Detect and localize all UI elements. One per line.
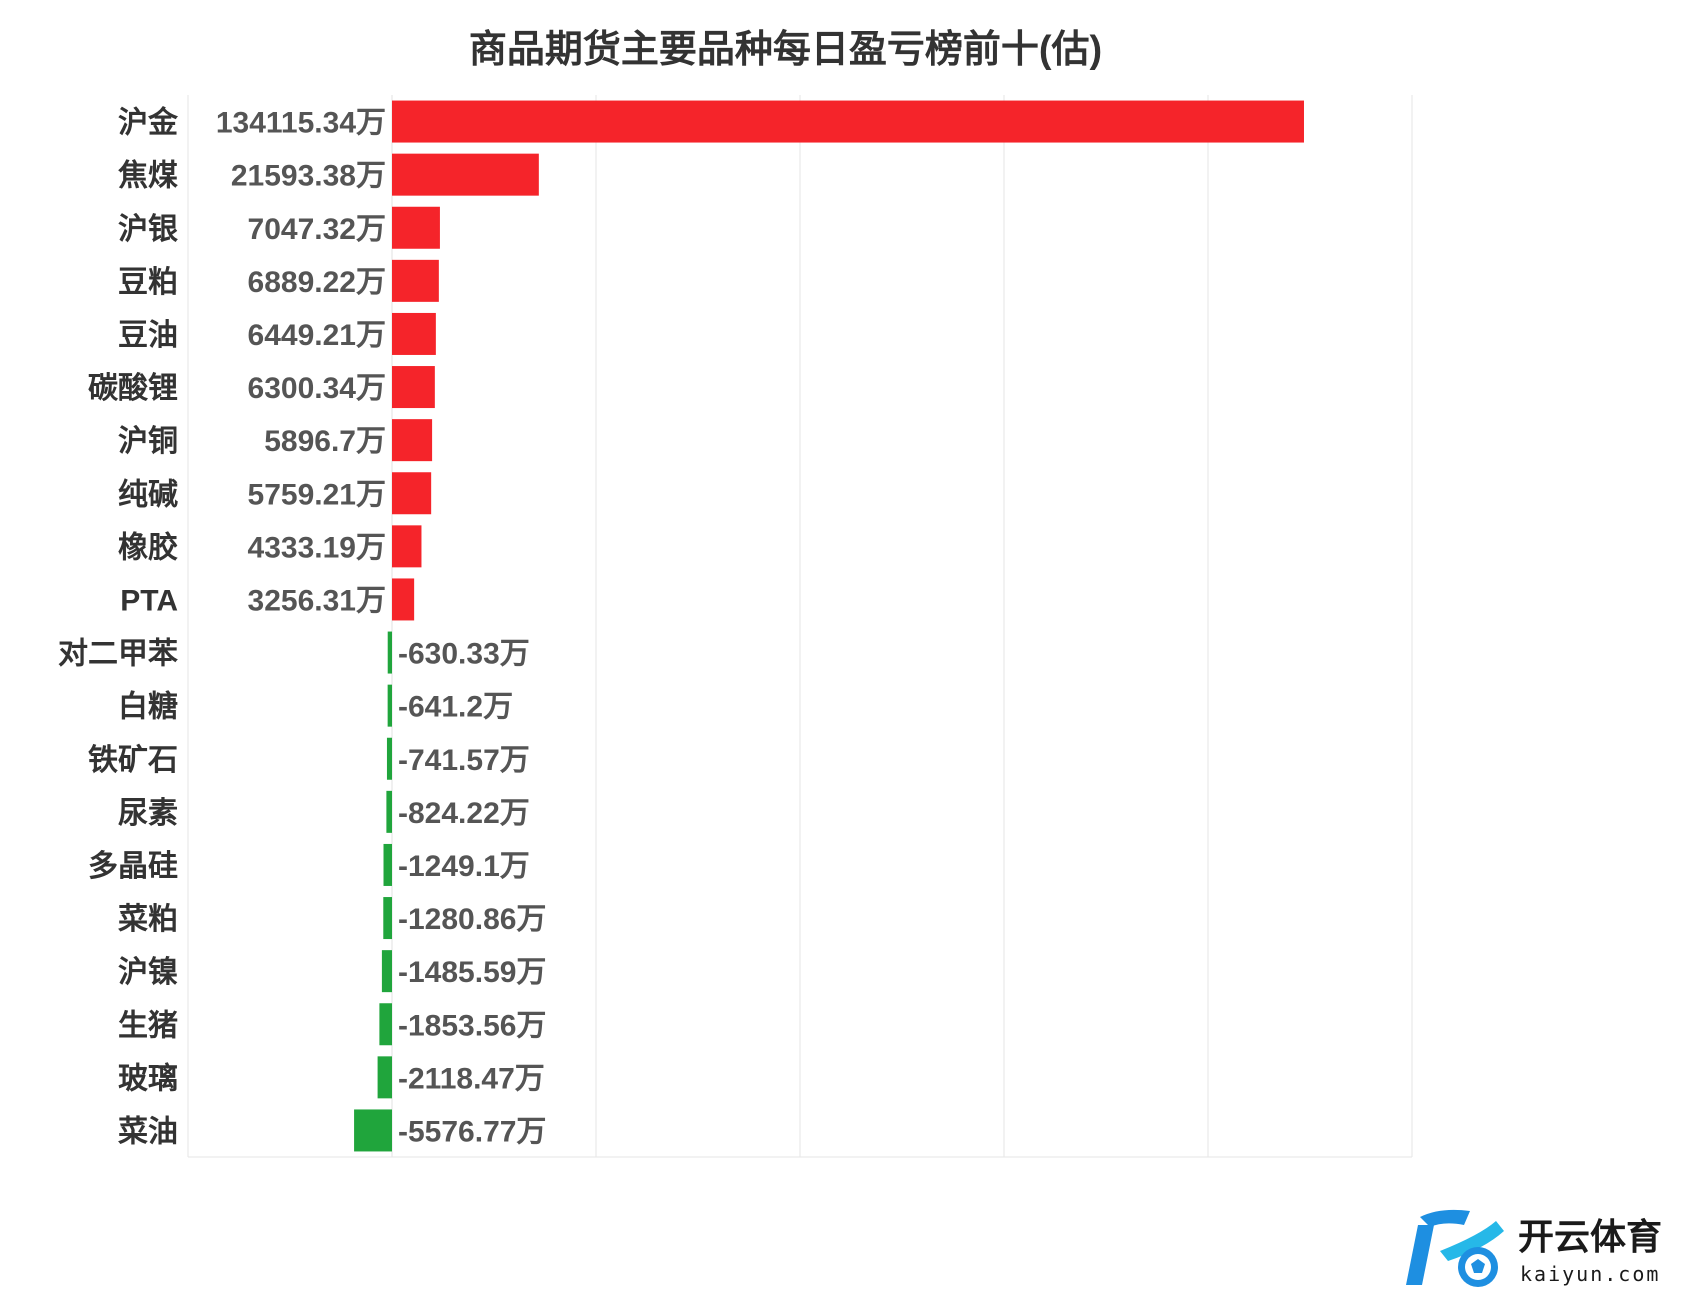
category-label: 铁矿石 [88,743,178,777]
bar [392,259,439,302]
data-label: 5896.7万 [264,425,386,458]
bar [386,790,392,833]
bar [386,737,392,780]
category-label: 焦煤 [118,159,178,193]
category-label: 沪金 [118,106,179,140]
data-label: -2118.47万 [398,1062,545,1095]
grid-lines [187,95,1413,1158]
category-label: 豆粕 [118,266,178,299]
data-label: -630.33万 [398,638,530,671]
bar [392,578,415,621]
kaiyun-logo: 开云体育 kaiyun.com [1406,1209,1662,1287]
bar [387,631,392,674]
data-label: 3256.31万 [248,584,386,617]
category-label: 玻璃 [118,1061,178,1095]
category-label: 沪铜 [118,425,178,458]
data-label: -5576.77万 [398,1115,546,1148]
category-label: 碳酸锂 [88,372,178,405]
data-label: 134115.34万 [216,107,386,140]
category-label: 菜粕 [118,903,178,936]
data-label: 6889.22万 [248,266,386,299]
category-label: 纯碱 [118,478,178,511]
bar [392,206,440,249]
bar [354,1109,392,1152]
bar [383,897,392,940]
bar [392,312,436,355]
category-label: 对二甲苯 [58,638,178,671]
category-label: 沪镍 [118,956,178,989]
data-label: 6300.34万 [248,372,386,405]
bar [392,419,433,462]
category-label: 橡胶 [118,530,178,564]
category-label: 白糖 [118,691,178,724]
data-label: -1485.59万 [398,956,546,989]
data-label: 21593.38万 [231,160,386,193]
kaiyun-logo-icon [1406,1209,1504,1287]
data-label: -1249.1万 [398,850,530,883]
data-label: -824.22万 [398,797,530,830]
bar [377,1056,392,1099]
bar [392,472,432,515]
bar [387,684,392,727]
kaiyun-domain-text: kaiyun.com [1520,1262,1660,1286]
bar [392,153,539,196]
bar [392,100,1304,143]
category-label: 沪银 [118,213,178,246]
data-label: 6449.21万 [248,319,386,352]
category-label: PTA [120,584,178,617]
bar [379,1003,392,1046]
chart-title: 商品期货主要品种每日盈亏榜前十(估) [468,29,1103,71]
kaiyun-brand-text: 开云体育 [1518,1216,1662,1257]
data-label: 4333.19万 [248,531,386,564]
category-label: 多晶硅 [88,850,178,883]
data-label: -1280.86万 [398,903,546,936]
bar [392,525,422,568]
bars [354,100,1304,1152]
value-labels: 134115.34万 21593.38万 7047.32万 6889.22万 6449.… [216,107,547,1149]
data-label: -741.57万 [398,744,530,777]
bar [381,950,392,993]
data-label: 7047.32万 [248,213,386,246]
data-label: -1853.56万 [398,1009,546,1042]
data-label: 5759.21万 [248,478,386,511]
bar [383,843,392,886]
category-label: 豆油 [118,319,178,352]
data-label: -641.2万 [398,691,513,724]
bar [392,366,435,409]
category-label: 菜油 [118,1115,178,1148]
category-label: 生猪 [118,1009,178,1042]
category-label: 尿素 [118,797,178,830]
